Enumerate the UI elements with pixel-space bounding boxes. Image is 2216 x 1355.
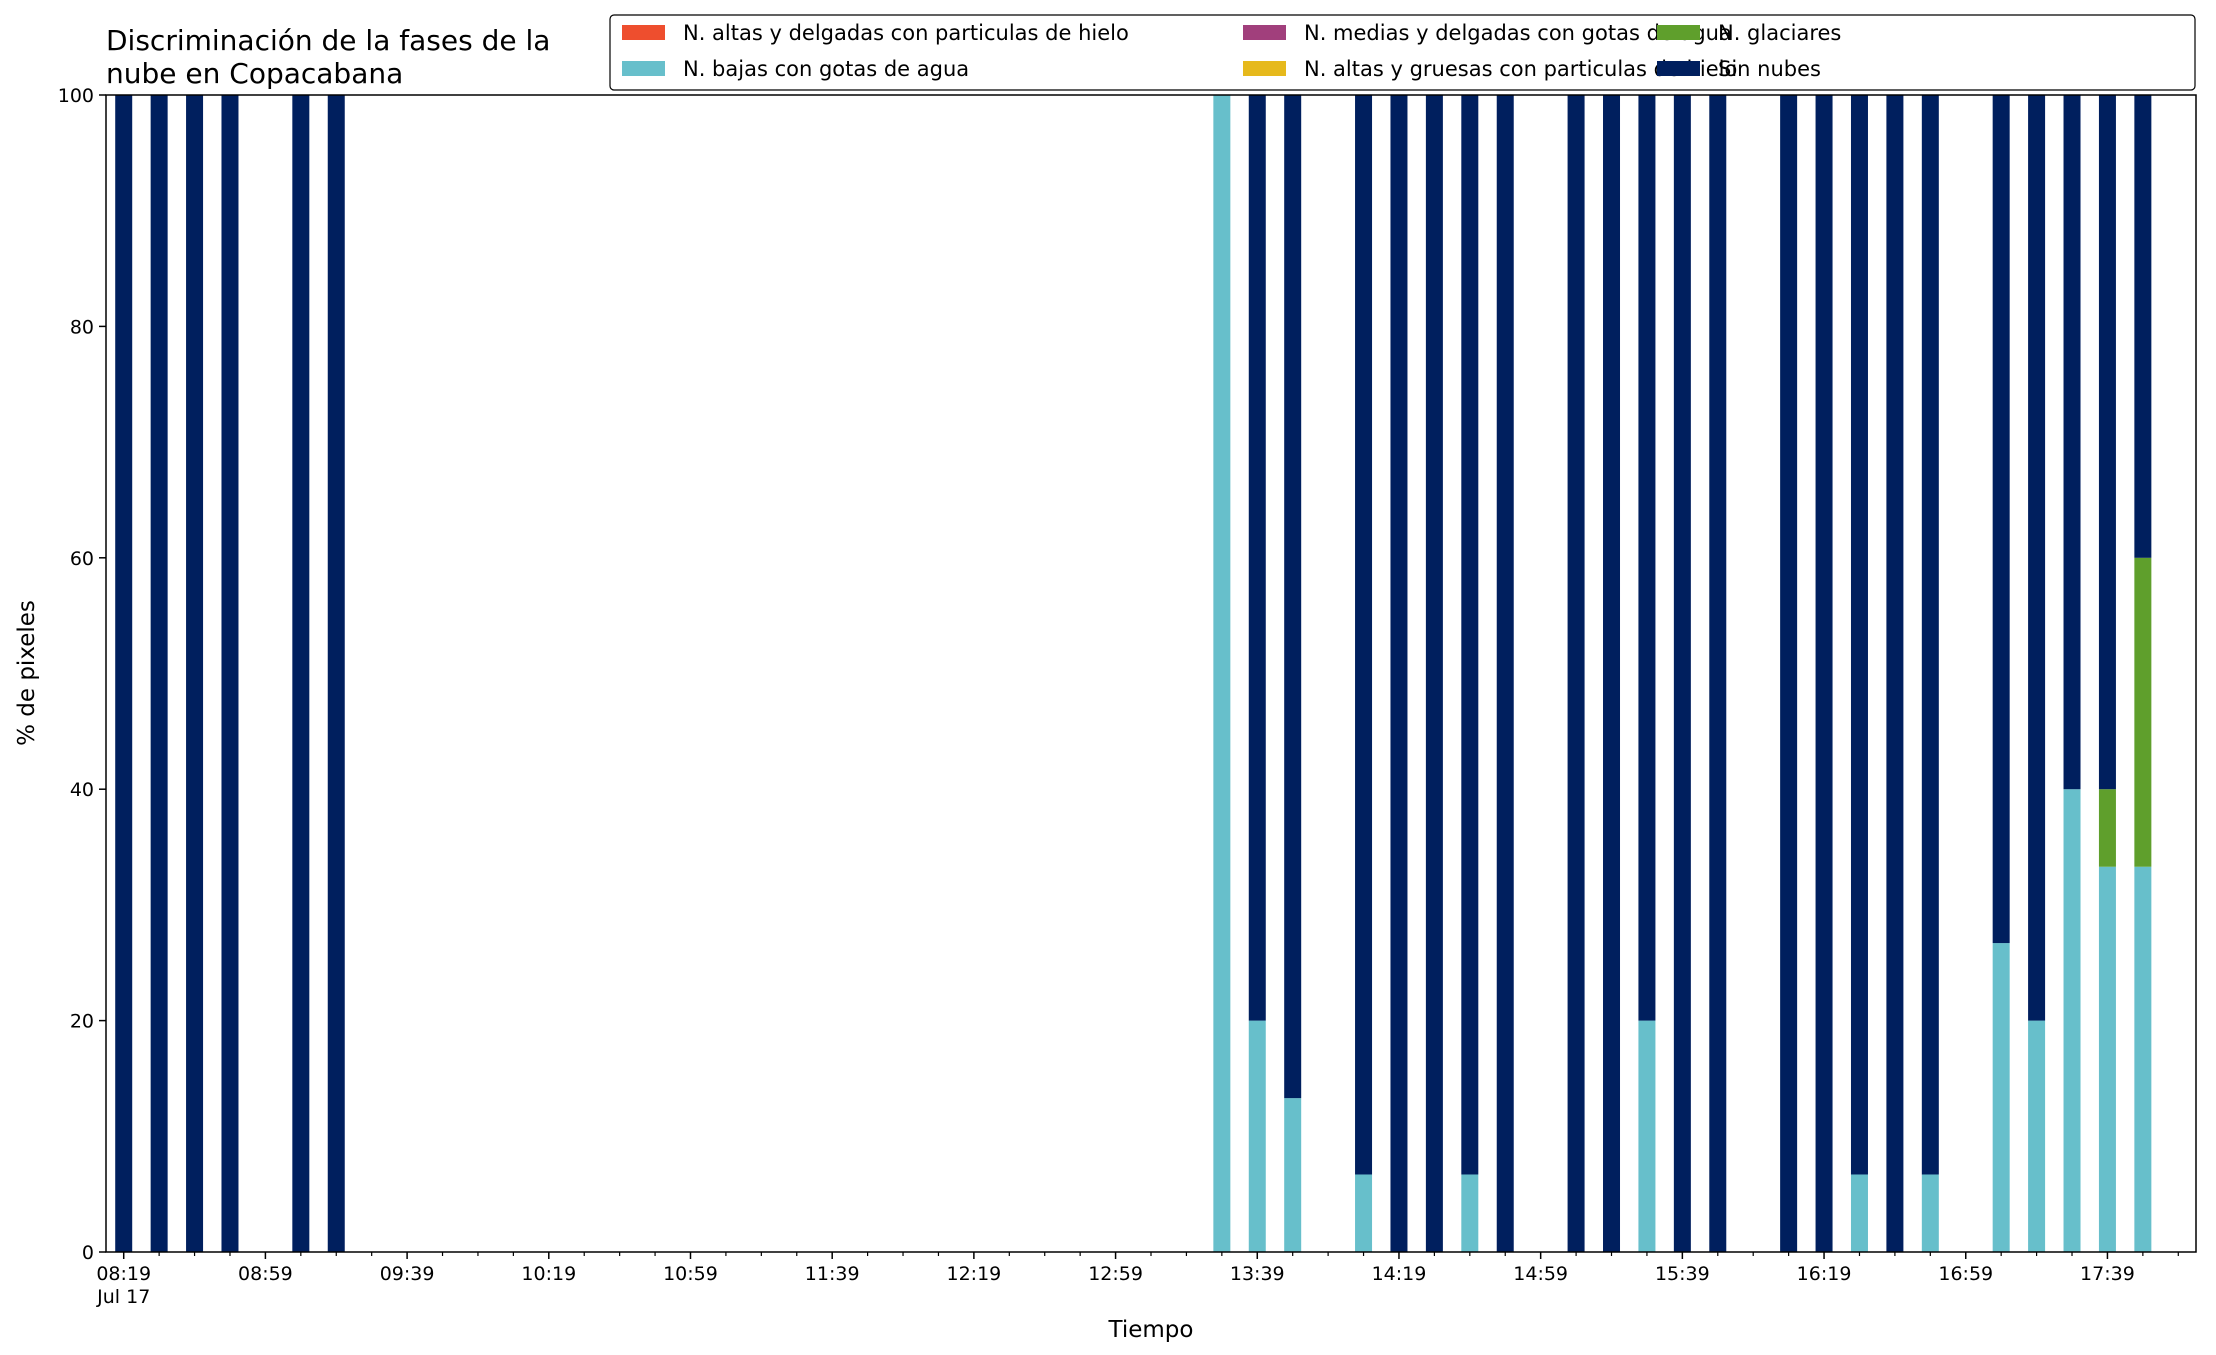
legend-swatch-2 (1243, 25, 1286, 40)
bar-1739-segment-5 (2098, 95, 2116, 790)
bar-1619-segment-5 (1815, 95, 1833, 1252)
bar-1449-segment-5 (1496, 95, 1514, 1252)
bar-1709-segment-3 (1992, 943, 2010, 1252)
x-tick-label-1659: 16:59 (1938, 1263, 1993, 1285)
plot-frame (105, 94, 2197, 1253)
bar-1539-segment-5 (1673, 95, 1691, 1252)
bar-0819-segment-5 (115, 95, 133, 1252)
bar-1709-segment-5 (1992, 95, 2010, 944)
legend-label-4: N. glaciares (1718, 21, 1841, 45)
bar-1629-segment-5 (1850, 95, 1868, 1175)
x-tick-label-1539: 15:39 (1655, 1263, 1710, 1285)
bar-1749-segment-4 (2134, 557, 2152, 867)
x-axis-label: Tiempo (1108, 1317, 1194, 1343)
bar-1729-segment-5 (2063, 95, 2081, 790)
x-tick-sublabel: Jul 17 (96, 1286, 150, 1308)
x-tick-label-1219: 12:19 (946, 1263, 1001, 1285)
bar-1729-segment-3 (2063, 789, 2081, 1252)
legend-label-3: N. bajas con gotas de agua (683, 57, 969, 81)
y-tick-label-80: 80 (70, 316, 94, 338)
x-tick-label-1419: 14:19 (1372, 1263, 1427, 1285)
x-tick-label-0819: 08:19 (96, 1263, 151, 1285)
bar-1339-segment-3 (1248, 1020, 1266, 1252)
bar-1509-segment-5 (1567, 95, 1585, 1252)
bar-1649-segment-5 (1921, 95, 1939, 1175)
x-tick-label-0859: 08:59 (238, 1263, 293, 1285)
x-tick-label-1059: 10:59 (663, 1263, 718, 1285)
x-tick-label-1619: 16:19 (1797, 1263, 1852, 1285)
bar-1409-segment-3 (1355, 1174, 1373, 1252)
bar-1739-segment-4 (2098, 789, 2116, 867)
chart-title-line-1: Discriminación de la fases de la (106, 24, 550, 57)
bar-0849-segment-5 (221, 95, 239, 1252)
bar-1749-segment-3 (2134, 866, 2152, 1252)
y-tick-label-60: 60 (70, 548, 94, 570)
bar-1749-segment-5 (2134, 95, 2152, 558)
bars-group (115, 95, 2152, 1252)
bar-1529-segment-5 (1638, 95, 1656, 1021)
x-tick-label-1339: 13:39 (1230, 1263, 1285, 1285)
bar-0909-segment-5 (292, 95, 310, 1252)
legend-label-5: Sin nubes (1718, 57, 1821, 81)
bar-1519-segment-5 (1603, 95, 1621, 1252)
y-tick-label-0: 0 (82, 1242, 94, 1264)
y-tick-label-100: 100 (58, 85, 94, 107)
bar-1609-segment-5 (1780, 95, 1798, 1252)
bar-1649-segment-3 (1921, 1174, 1939, 1252)
legend: N. altas y delgadas con particulas de hi… (609, 14, 2196, 91)
bar-1349-segment-5 (1284, 95, 1302, 1099)
bar-0829-segment-5 (150, 95, 168, 1252)
legend-swatch-0 (622, 25, 665, 40)
legend-swatch-5 (1657, 61, 1700, 76)
y-axis: 0 20 40 60 80 100 (58, 85, 106, 1264)
bar-1439-segment-5 (1461, 95, 1479, 1175)
bar-0839-segment-5 (186, 95, 204, 1252)
y-tick-label-40: 40 (70, 779, 94, 801)
legend-frame (609, 14, 2196, 91)
bar-1409-segment-5 (1355, 95, 1373, 1175)
bar-1529-segment-3 (1638, 1020, 1656, 1252)
bar-1429-segment-5 (1425, 95, 1443, 1252)
x-tick-label-1259: 12:59 (1088, 1263, 1143, 1285)
y-axis-label: % de pixeles (14, 600, 40, 746)
bar-1719-segment-3 (2028, 1020, 2046, 1252)
legend-swatch-4 (1657, 25, 1700, 40)
bar-1739-segment-3 (2098, 866, 2116, 1252)
legend-label-0: N. altas y delgadas con particulas de hi… (683, 21, 1129, 45)
bar-1339-segment-5 (1248, 95, 1266, 1021)
chart-title: Discriminación de la fases de la nube en… (106, 24, 550, 90)
x-tick-label-1019: 10:19 (521, 1263, 576, 1285)
bar-1349-segment-3 (1284, 1098, 1302, 1252)
bar-1419-segment-5 (1390, 95, 1408, 1252)
legend-swatch-1 (1243, 61, 1286, 76)
bar-1329-segment-3 (1213, 95, 1231, 1252)
bar-1629-segment-3 (1850, 1174, 1868, 1252)
bar-1439-segment-3 (1461, 1174, 1479, 1252)
x-tick-label-0939: 09:39 (380, 1263, 435, 1285)
bar-1719-segment-5 (2028, 95, 2046, 1021)
bar-1549-segment-5 (1709, 95, 1727, 1252)
legend-swatch-3 (622, 61, 665, 76)
bar-0919-segment-5 (327, 95, 345, 1252)
y-tick-label-20: 20 (70, 1011, 94, 1033)
x-tick-label-1139: 11:39 (805, 1263, 860, 1285)
chart-title-line-2: nube en Copacabana (106, 57, 403, 90)
x-tick-label-1739: 17:39 (2080, 1263, 2135, 1285)
x-tick-label-1459: 14:59 (1513, 1263, 1568, 1285)
bar-1639-segment-5 (1886, 95, 1904, 1252)
